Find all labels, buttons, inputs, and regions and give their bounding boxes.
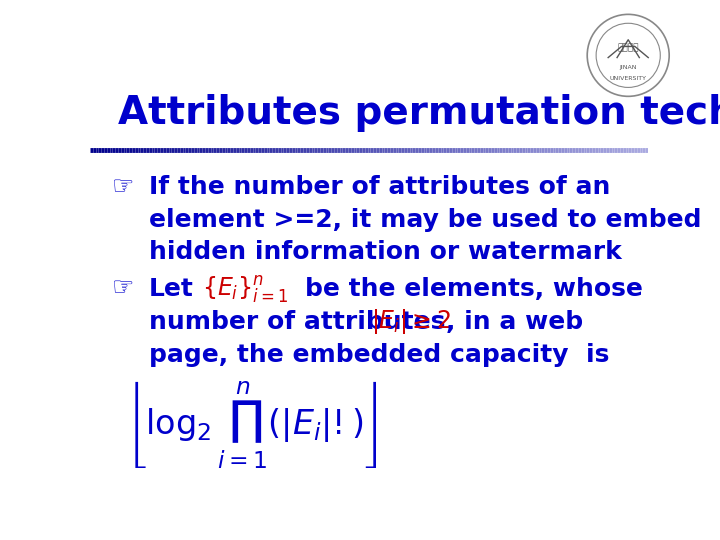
Text: $|E_i| \geq 2$: $|E_i| \geq 2$: [371, 307, 451, 336]
Text: Attributes permutation technique: Attributes permutation technique: [118, 94, 720, 132]
Text: number of attributes: number of attributes: [148, 310, 445, 334]
Text: page, the embedded capacity  is: page, the embedded capacity is: [148, 343, 609, 367]
Text: $\left\lfloor \log_2 \prod_{i=1}^{n}(|E_i|!) \right\rfloor$: $\left\lfloor \log_2 \prod_{i=1}^{n}(|E_…: [126, 379, 378, 470]
Text: 暨南大学: 暨南大学: [618, 43, 639, 52]
Text: If the number of attributes of an: If the number of attributes of an: [148, 175, 610, 199]
Text: ☞: ☞: [112, 175, 135, 199]
Text: element >=2, it may be used to embed: element >=2, it may be used to embed: [148, 208, 701, 232]
Text: $\{E_i\}_{i=1}^{n}$: $\{E_i\}_{i=1}^{n}$: [202, 274, 288, 305]
Text: JINAN: JINAN: [619, 65, 637, 70]
Text: Let: Let: [148, 277, 194, 301]
Text: UNIVERSITY: UNIVERSITY: [610, 76, 647, 81]
Text: be the elements, whose: be the elements, whose: [305, 277, 643, 301]
Text: hidden information or watermark: hidden information or watermark: [148, 240, 621, 264]
Text: , in a web: , in a web: [446, 310, 583, 334]
Text: ☞: ☞: [112, 277, 135, 301]
